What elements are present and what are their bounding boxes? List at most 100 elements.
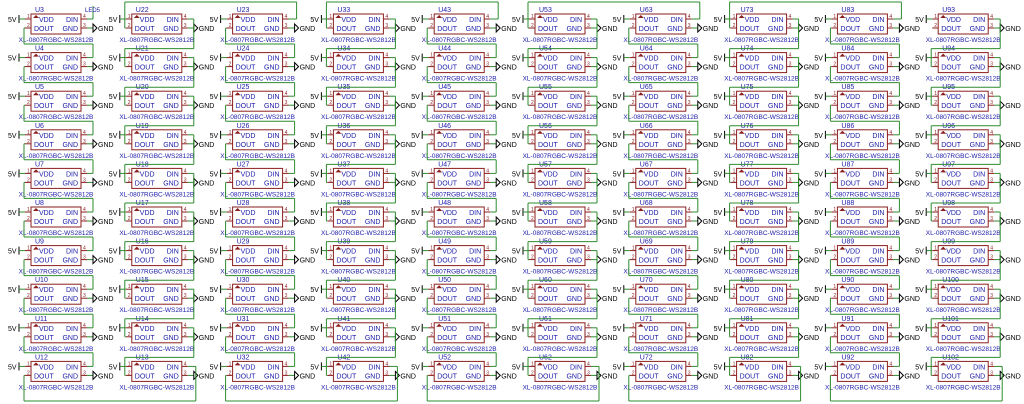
- led-body: [836, 167, 888, 189]
- net-label-5v: 5V: [613, 364, 622, 371]
- pin-number-dout: 2: [632, 332, 635, 338]
- pin-label-din: DIN: [268, 133, 280, 140]
- pin-number-dout: 2: [329, 255, 332, 261]
- pin-number-vdd: 1: [27, 14, 30, 20]
- part-value: XL-0807RGBC-WS2812B: [523, 307, 598, 314]
- pin-label-gnd: GND: [163, 103, 179, 110]
- pin-number-dout: 2: [329, 139, 332, 145]
- pin-number-din: 4: [184, 284, 187, 290]
- pin-label-dout: DOUT: [236, 26, 257, 33]
- pin1-marker: [839, 208, 846, 211]
- pin-label-din: DIN: [671, 364, 683, 371]
- pin-number-dout: 2: [632, 23, 635, 29]
- pin-number-din: 4: [990, 130, 993, 136]
- pin-number-gnd: 3: [486, 293, 489, 299]
- net-label-gnd: GND: [1005, 219, 1021, 226]
- pin-label-dout: DOUT: [538, 335, 559, 342]
- pin-label-vdd: VDD: [644, 133, 659, 140]
- net-label-gnd: GND: [98, 219, 114, 226]
- net-label-gnd: GND: [300, 258, 316, 265]
- net-label-5v: 5V: [210, 94, 219, 101]
- pin-label-gnd: GND: [264, 65, 280, 72]
- pin-label-gnd: GND: [466, 335, 482, 342]
- gnd-flag: [394, 177, 401, 188]
- pin1-marker: [738, 208, 745, 211]
- pin-number-vdd: 1: [430, 53, 433, 59]
- led-body: [232, 90, 284, 112]
- pin-label-din: DIN: [570, 17, 582, 24]
- pin-number-dout: 2: [329, 100, 332, 106]
- net-label-5v: 5V: [814, 17, 823, 24]
- pin-label-din: DIN: [66, 249, 78, 256]
- net-label-gnd: GND: [602, 103, 618, 110]
- pin-number-din: 4: [789, 207, 792, 213]
- pin-label-dout: DOUT: [437, 296, 458, 303]
- pin-label-din: DIN: [167, 249, 179, 256]
- pin-label-gnd: GND: [667, 65, 683, 72]
- pin-label-dout: DOUT: [34, 219, 55, 226]
- pin-number-dout: 2: [934, 293, 937, 299]
- pin-label-dout: DOUT: [538, 65, 559, 72]
- pin-label-din: DIN: [671, 56, 683, 63]
- part-value: XL-0807RGBC-WS2812B: [724, 153, 799, 160]
- pin-label-dout: DOUT: [639, 142, 660, 149]
- pin-number-vdd: 1: [632, 207, 635, 213]
- pin-number-vdd: 1: [128, 53, 131, 59]
- part-value: XL-0807RGBC-WS2812B: [220, 153, 295, 160]
- gnd-flag: [495, 61, 501, 72]
- led-body: [635, 52, 687, 74]
- part-value: XL-0807RGBC-WS2812B: [623, 76, 698, 83]
- gnd-flag: [193, 215, 199, 227]
- designator: U91: [841, 316, 854, 323]
- pin1-marker: [234, 285, 241, 289]
- pin-label-gnd: GND: [869, 142, 885, 149]
- pin-label-vdd: VDD: [845, 17, 860, 24]
- gnd-flag: [294, 215, 300, 227]
- pin-label-vdd: VDD: [644, 249, 659, 256]
- pin-number-din: 4: [83, 91, 86, 97]
- pin-label-din: DIN: [268, 364, 280, 371]
- gnd-flag: [596, 177, 602, 188]
- pin1-marker: [738, 362, 745, 366]
- pin-number-vdd: 1: [27, 168, 30, 174]
- pin-label-dout: DOUT: [639, 219, 660, 226]
- pin-label-din: DIN: [872, 171, 884, 178]
- pin-number-gnd: 3: [889, 332, 892, 338]
- net-label-5v: 5V: [714, 94, 723, 101]
- pin-label-dout: DOUT: [840, 219, 861, 226]
- pin-number-gnd: 3: [285, 139, 288, 145]
- led-body: [635, 360, 687, 382]
- pin-label-din: DIN: [973, 171, 985, 178]
- pin-number-gnd: 3: [688, 332, 691, 338]
- led-body: [433, 13, 485, 35]
- designator: U85: [841, 84, 854, 91]
- net-label-5v: 5V: [814, 364, 823, 371]
- pin-label-din: DIN: [469, 364, 481, 371]
- pin-label-din: DIN: [671, 210, 683, 217]
- pin-label-dout: DOUT: [34, 335, 55, 342]
- led-body: [232, 322, 284, 344]
- net-label-gnd: GND: [1005, 373, 1021, 380]
- pin-number-vdd: 1: [733, 14, 736, 20]
- pin-label-dout: DOUT: [639, 258, 660, 265]
- pin-number-dout: 2: [632, 255, 635, 261]
- gnd-flag: [495, 292, 501, 304]
- part-value: XL-0807RGBC-WS2812B: [523, 269, 598, 276]
- designator: U64: [640, 46, 653, 53]
- pin-label-gnd: GND: [768, 335, 784, 342]
- pin-label-dout: DOUT: [840, 65, 861, 72]
- pin-label-vdd: VDD: [543, 364, 558, 371]
- pin-label-din: DIN: [872, 249, 884, 256]
- gnd-flag: [697, 215, 703, 227]
- pin-number-gnd: 3: [285, 62, 288, 68]
- gnd-flag: [294, 99, 300, 111]
- pin-label-gnd: GND: [566, 296, 582, 303]
- pin-label-gnd: GND: [869, 65, 885, 72]
- pin-number-din: 4: [587, 53, 590, 59]
- pin-number-gnd: 3: [587, 23, 590, 29]
- designator: U10: [35, 277, 48, 284]
- led-body: [836, 129, 888, 151]
- pin-label-din: DIN: [167, 94, 179, 101]
- pin-number-gnd: 3: [83, 62, 86, 68]
